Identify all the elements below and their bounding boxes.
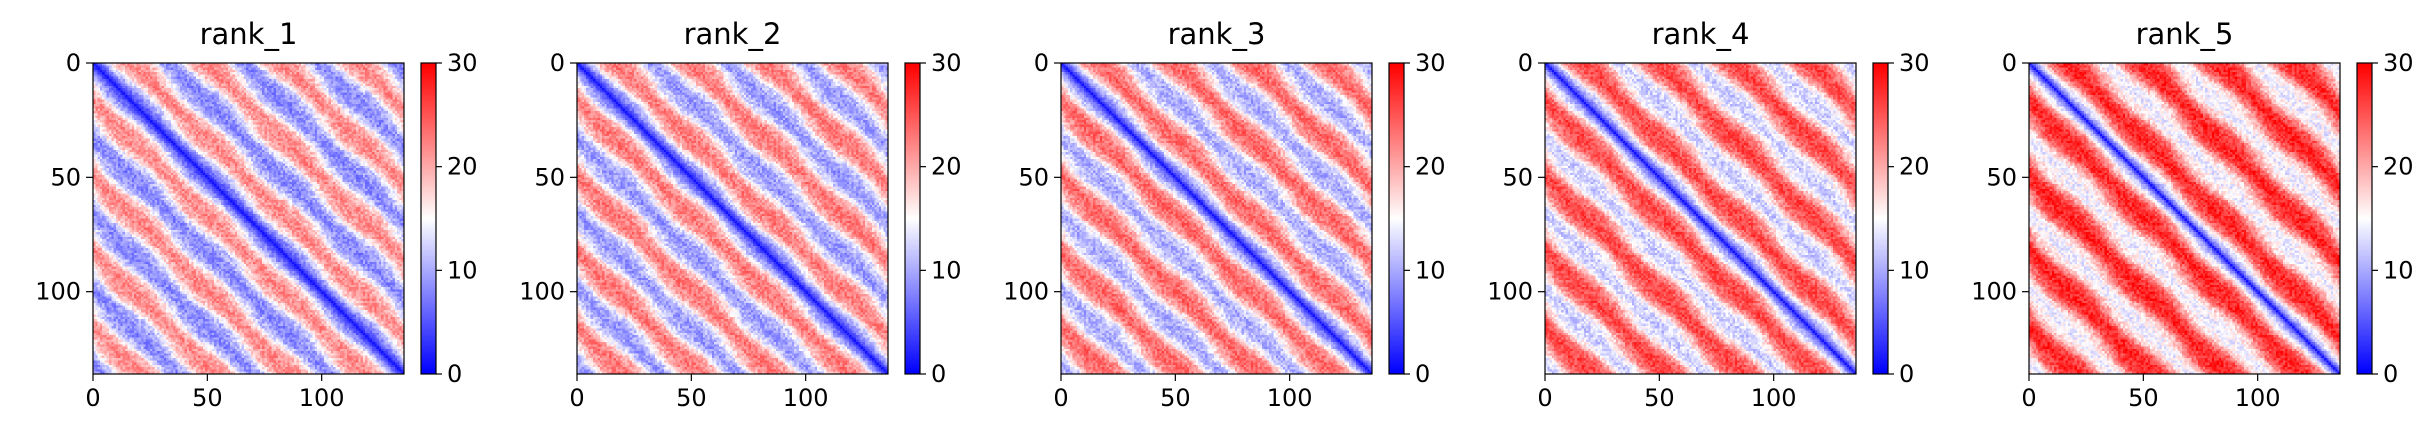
heatmap-cells [1545, 63, 1856, 374]
y-tick-label: 0 [550, 49, 565, 77]
colorbar-gradient [1873, 63, 1888, 374]
colorbar-frame [1872, 62, 1889, 375]
colorbar-tick-label: 10 [1899, 256, 1930, 284]
heatmap-cells [2029, 63, 2340, 374]
x-tick-label: 100 [1751, 384, 1797, 412]
panel-title: rank_2 [684, 17, 782, 51]
colorbar-gradient [2357, 63, 2372, 374]
x-tick-label: 50 [2128, 384, 2159, 412]
colorbar-gradient [421, 63, 436, 374]
x-tick-label: 0 [2021, 384, 2036, 412]
y-tick-label: 50 [534, 163, 565, 191]
colorbar-frame [1388, 62, 1405, 375]
x-tick-label: 0 [85, 384, 100, 412]
panel-title: rank_4 [1652, 17, 1750, 51]
colorbar-tick-label: 0 [1415, 360, 1430, 388]
colorbar-tick-label: 30 [447, 49, 478, 77]
y-tick-label: 50 [1018, 163, 1049, 191]
colorbar-tick-label: 30 [1899, 49, 1930, 77]
colorbar-tick-label: 20 [2383, 153, 2414, 181]
heatmap-cells [93, 63, 404, 374]
colorbar-tick-label: 20 [447, 153, 478, 181]
colorbar-tick-label: 20 [931, 153, 962, 181]
panel-title: rank_3 [1168, 17, 1266, 51]
colorbar-frame [2356, 62, 2373, 375]
colorbar-tick-label: 0 [2383, 360, 2398, 388]
y-tick-label: 0 [66, 49, 81, 77]
colorbar-tick-label: 0 [1899, 360, 1914, 388]
y-tick-label: 0 [1034, 49, 1049, 77]
x-tick-label: 100 [1267, 384, 1313, 412]
colorbar-tick-label: 0 [931, 360, 946, 388]
x-tick-label: 0 [1537, 384, 1552, 412]
colorbar-tick-label: 10 [447, 256, 478, 284]
x-tick-label: 50 [1644, 384, 1675, 412]
heatmap-frame [576, 62, 889, 375]
x-tick-label: 100 [783, 384, 829, 412]
y-tick-label: 100 [1487, 278, 1533, 306]
y-tick-label: 50 [1502, 163, 1533, 191]
heatmap-panel-4: rank_4 0 50 100 0 50 100 0 10 20 30 [1487, 17, 1929, 412]
colorbar-tick-label: 30 [1415, 49, 1446, 77]
y-tick-label: 100 [519, 278, 565, 306]
x-tick-label: 50 [676, 384, 707, 412]
colorbar-tick-label: 10 [931, 256, 962, 284]
heatmap-panel-1: rank_1 0 50 100 0 50 100 0 10 20 30 [35, 17, 477, 412]
x-tick-label: 50 [192, 384, 223, 412]
colorbar-frame [904, 62, 921, 375]
colorbar-tick-label: 0 [447, 360, 462, 388]
colorbar-tick-label: 10 [1415, 256, 1446, 284]
heatmap-panel-2: rank_2 0 50 100 0 50 100 0 10 20 30 [519, 17, 961, 412]
colorbar-gradient [905, 63, 920, 374]
heatmap-frame [2028, 62, 2341, 375]
panel-title: rank_5 [2136, 17, 2234, 51]
heatmap-frame [1544, 62, 1857, 375]
y-tick-label: 0 [1518, 49, 1533, 77]
y-tick-label: 0 [2002, 49, 2017, 77]
x-tick-label: 0 [569, 384, 584, 412]
heatmap-cells [577, 63, 888, 374]
y-tick-label: 100 [1971, 278, 2017, 306]
heatmap-panel-3: rank_3 0 50 100 0 50 100 0 10 20 30 [1003, 17, 1445, 412]
heatmap-cells [1061, 63, 1372, 374]
y-tick-label: 100 [35, 278, 81, 306]
panel-title: rank_1 [200, 17, 298, 51]
heatmap-panel-5: rank_5 0 50 100 0 50 100 0 10 20 30 [1971, 17, 2413, 412]
colorbar-tick-label: 20 [1899, 153, 1930, 181]
x-tick-label: 100 [299, 384, 345, 412]
colorbar-gradient [1389, 63, 1404, 374]
colorbar-tick-label: 30 [931, 49, 962, 77]
x-tick-label: 50 [1160, 384, 1191, 412]
colorbar-tick-label: 10 [2383, 256, 2414, 284]
heatmap-frame [1060, 62, 1373, 375]
x-tick-label: 0 [1053, 384, 1068, 412]
colorbar-frame [420, 62, 437, 375]
x-tick-label: 100 [2235, 384, 2281, 412]
colorbar-tick-label: 30 [2383, 49, 2414, 77]
heatmap-frame [92, 62, 405, 375]
y-tick-label: 100 [1003, 278, 1049, 306]
colorbar-tick-label: 20 [1415, 153, 1446, 181]
y-tick-label: 50 [1986, 163, 2017, 191]
y-tick-label: 50 [50, 163, 81, 191]
